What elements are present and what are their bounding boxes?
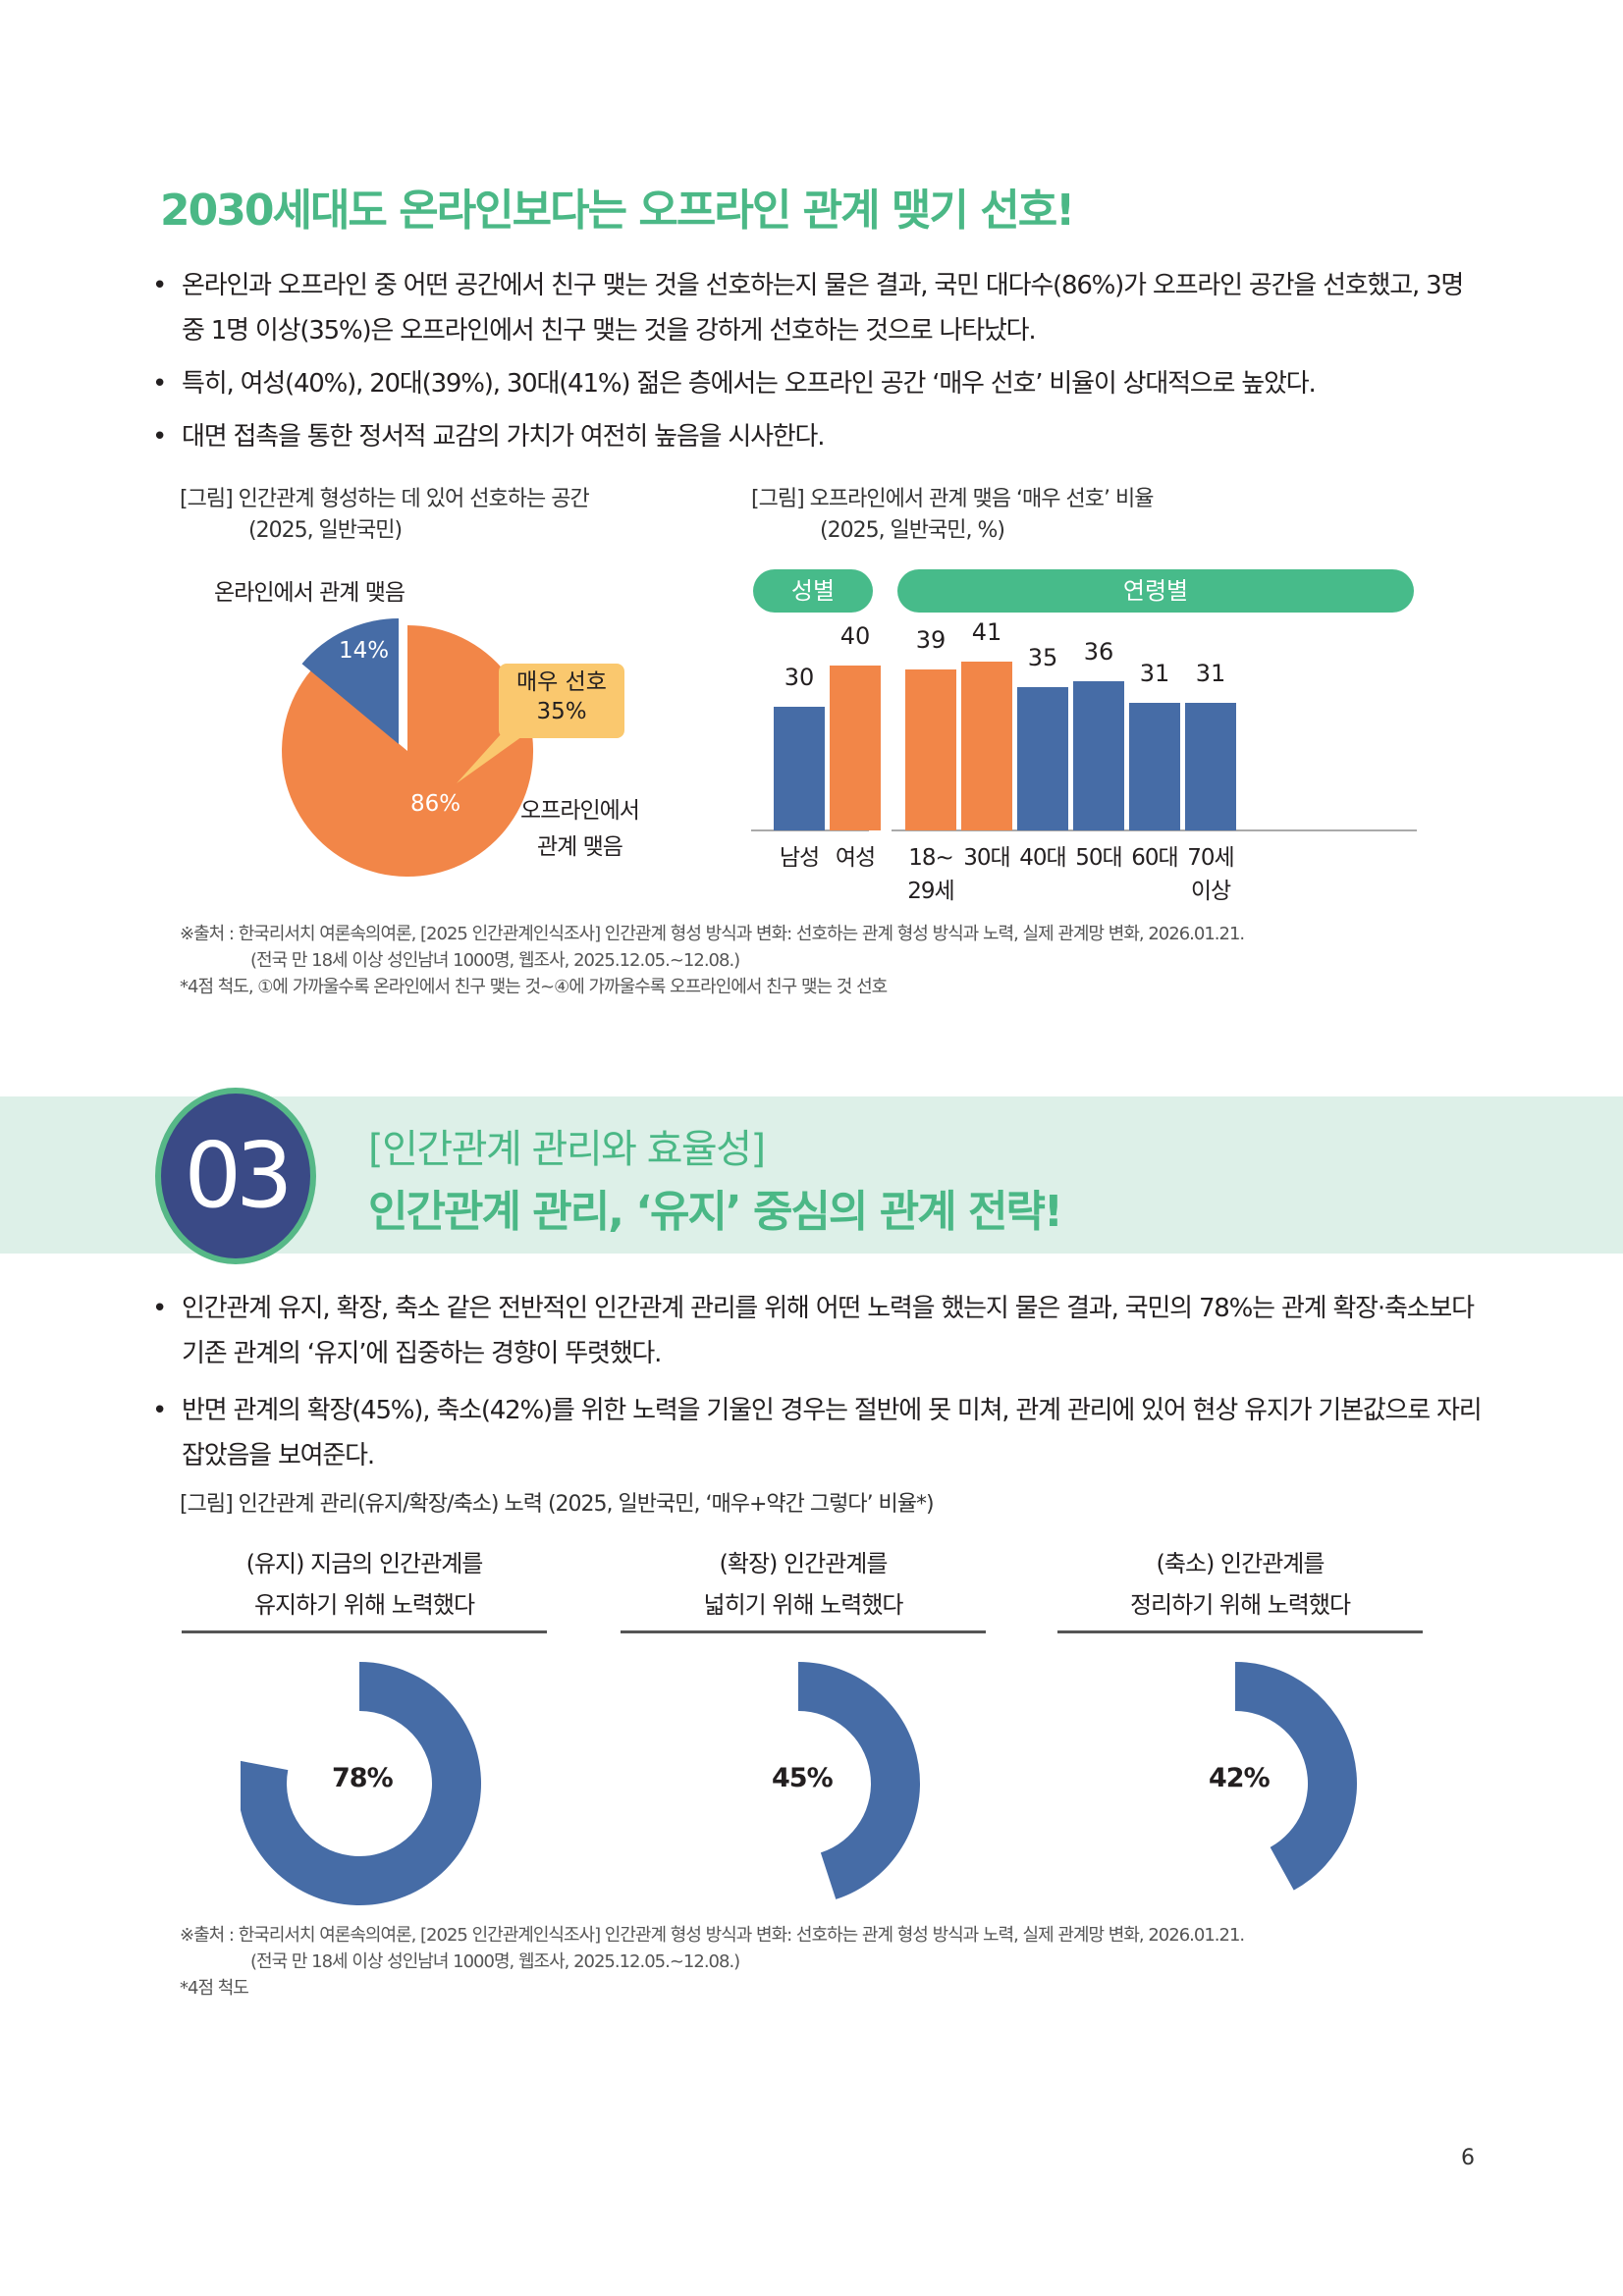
offline-label-line1: 오프라인에서 (520, 798, 640, 824)
bar-age-40s (1017, 687, 1068, 830)
figure3-title: [그림] 인간관계 관리(유지/확장/축소) 노력 (2025, 일반국민, ‘… (180, 1492, 935, 1517)
axis-baseline-gender (751, 829, 869, 831)
offline-label: 오프라인에서 관계 맺음 (520, 793, 640, 866)
figure1-subtitle: (2025, 일반국민) (248, 518, 403, 543)
source-note-1: ※출처 : 한국리서치 여론속의여론, [2025 인간관계인식조사] 인간관계… (180, 921, 1245, 1000)
pie-slice-offline (282, 625, 534, 877)
source-note-2: ※출처 : 한국리서치 여론속의여론, [2025 인간관계인식조사] 인간관계… (180, 1922, 1245, 2002)
group-pill-age: 연령별 (897, 569, 1414, 613)
bar-age-50s (1073, 681, 1124, 830)
bar-value: 40 (839, 622, 871, 650)
scale-note: *4점 척도 (180, 1978, 249, 1999)
callout-text: 매우 선호 35% (499, 667, 624, 726)
figure1-caption: [그림] 인간관계 형성하는 데 있어 선호하는 공간 (2025, 일반국민) (180, 484, 590, 547)
donut-title-expand: (확장) 인간관계를 넓히기 위해 노력했다 (703, 1550, 904, 1619)
bar-label: 60대 (1131, 845, 1178, 871)
bar-value: 36 (1083, 638, 1114, 666)
pie-slice-online (301, 618, 399, 744)
donut-expand (798, 1662, 920, 1899)
online-value: 14% (339, 638, 390, 664)
donut-value-reduce: 42% (1209, 1763, 1271, 1793)
figure2-title: [그림] 오프라인에서 관계 맺음 ‘매우 선호’ 비율 (751, 487, 1154, 511)
bullet-item: 대면 접촉을 통한 정서적 교감의 가치가 여전히 높음을 시사한다. (152, 414, 1488, 459)
bar-label: 남성 (779, 845, 820, 871)
bar-age-18-29 (905, 669, 956, 830)
donut-divider (1057, 1630, 1423, 1633)
donut-value-expand: 45% (772, 1763, 834, 1793)
callout-box (499, 664, 624, 738)
callout-pointer (457, 734, 525, 783)
donut-title-maintain: (유지) 지금의 인간관계를 유지하기 위해 노력했다 (245, 1550, 484, 1619)
section-title: 2030세대도 온라인보다는 오프라인 관계 맺기 선호! (160, 186, 1075, 236)
source-line1: ※출처 : 한국리서치 여론속의여론, [2025 인간관계인식조사] 인간관계… (180, 924, 1245, 944)
donut-value-maintain: 78% (332, 1763, 394, 1793)
donut-divider (621, 1630, 986, 1633)
figure1-title: [그림] 인간관계 형성하는 데 있어 선호하는 공간 (180, 487, 590, 511)
bar-male (774, 707, 825, 830)
page-number: 6 (1461, 2146, 1475, 2170)
bullet-item: 특히, 여성(40%), 20대(39%), 30대(41%) 젊은 층에서는 … (152, 361, 1488, 406)
figure2-caption: [그림] 오프라인에서 관계 맺음 ‘매우 선호’ 비율 (2025, 일반국민… (751, 484, 1154, 547)
online-label: 온라인에서 관계 맺음 (214, 580, 406, 606)
offline-value: 86% (410, 791, 461, 817)
section-subtitle: [인간관계 관리와 효율성] (368, 1127, 766, 1172)
bar-value: 31 (1195, 660, 1226, 687)
scale-note: *4점 척도, ①에 가까울수록 온라인에서 친구 맺는 것~④에 가까울수록 … (180, 977, 888, 997)
section3-bullets: 인간관계 유지, 확장, 축소 같은 전반적인 인간관계 관리를 위해 어떤 노… (152, 1286, 1488, 1486)
source-line1: ※출처 : 한국리서치 여론속의여론, [2025 인간관계인식조사] 인간관계… (180, 1925, 1245, 1946)
bar-age-30s (961, 662, 1012, 830)
donut-title-reduce: (축소) 인간관계를 정리하기 위해 노력했다 (1129, 1550, 1351, 1619)
donut-reduce (1235, 1662, 1357, 1891)
bar-age-60s (1129, 703, 1180, 830)
bullet-item: 온라인과 오프라인 중 어떤 공간에서 친구 맺는 것을 선호하는지 물은 결과… (152, 263, 1488, 353)
pie-chart (282, 618, 624, 877)
bullet-item: 반면 관계의 확장(45%), 축소(42%)를 위한 노력을 기울인 경우는 … (152, 1388, 1488, 1478)
bar-value: 41 (971, 618, 1002, 646)
section1-bullets: 온라인과 오프라인 중 어떤 공간에서 친구 맺는 것을 선호하는지 물은 결과… (152, 263, 1488, 467)
axis-baseline-age (892, 829, 1417, 831)
offline-label-line2: 관계 맺음 (537, 834, 623, 860)
bar-label: 40대 (1019, 845, 1066, 871)
donut-divider (182, 1630, 547, 1633)
bar-label: 여성 (835, 845, 876, 871)
bar-value: 31 (1139, 660, 1170, 687)
donut-maintain (241, 1662, 481, 1905)
bar-label: 50대 (1075, 845, 1122, 871)
group-pill-gender: 성별 (753, 569, 873, 613)
bar-label: 18~ 29세 (907, 845, 954, 904)
bar-value: 35 (1027, 644, 1058, 671)
bullet-item: 인간관계 유지, 확장, 축소 같은 전반적인 인간관계 관리를 위해 어떤 노… (152, 1286, 1488, 1376)
callout-line2: 35% (536, 699, 587, 724)
figure2-subtitle: (2025, 일반국민, %) (820, 518, 1005, 543)
bar-label: 30대 (963, 845, 1010, 871)
source-line2: (전국 만 18세 이상 성인남녀 1000명, 웹조사, 2025.12.05… (250, 950, 740, 971)
source-line2: (전국 만 18세 이상 성인남녀 1000명, 웹조사, 2025.12.05… (250, 1951, 740, 1972)
bar-value: 30 (784, 664, 815, 691)
bar-value: 39 (915, 626, 947, 654)
bar-age-70plus (1185, 703, 1236, 830)
section-number-badge: 03 (155, 1088, 316, 1264)
bar-label: 70세 이상 (1187, 845, 1234, 904)
callout-line1: 매우 선호 (516, 669, 607, 695)
section-heading: 인간관계 관리, ‘유지’ 중심의 관계 전략! (368, 1187, 1063, 1237)
